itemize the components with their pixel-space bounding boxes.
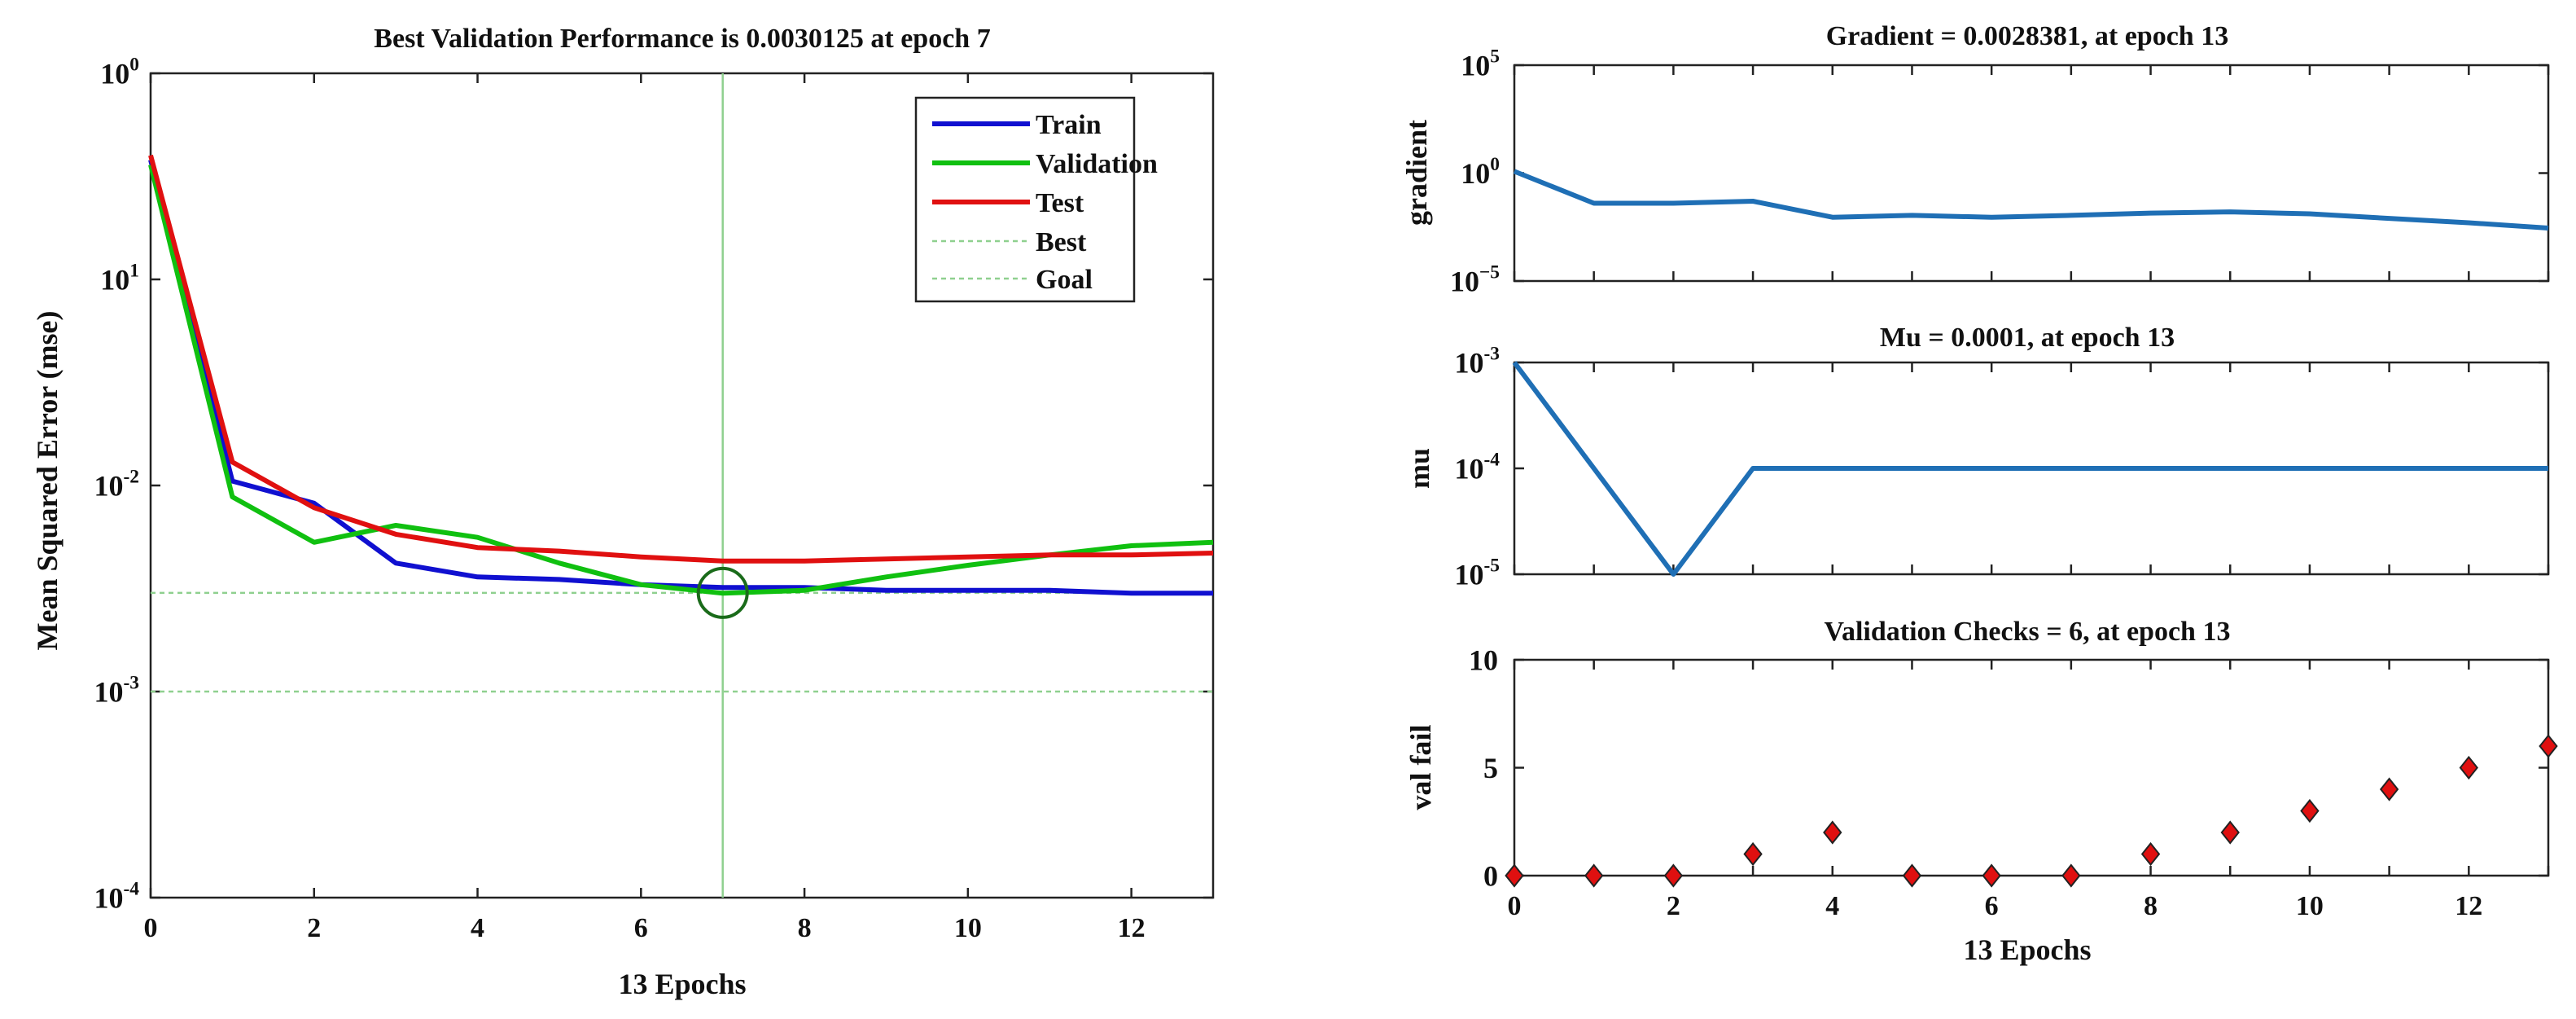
best-point-circle [696,566,749,619]
x-tick-label: 12 [1118,913,1146,943]
y-tick-label: 10−5 [1450,261,1500,297]
y-tick-label: 10-3 [94,672,140,708]
val-fail-point [2379,777,2399,802]
x-tick-label: 10 [2296,891,2324,921]
x-tick-label: 0 [144,913,158,943]
val-fail-point [2539,734,2558,758]
performance-plot: Best Validation Performance is 0.0030125… [31,24,1215,1000]
x-tick-label: 4 [1825,891,1839,921]
y-tick-label: 10-4 [94,878,140,914]
gradient-x-ticks [1513,65,2550,281]
x-tick-label: 4 [471,913,484,943]
val-fail-point [2459,755,2478,780]
legend-train-label: Train [1036,110,1102,140]
mu-title: Mu = 0.0001, at epoch 13 [1880,323,2175,353]
val-fail-point [1982,863,2001,888]
y-tick-label: 10-2 [94,466,140,502]
y-tick-label: 10-3 [1455,343,1500,379]
val-fail-point [2300,798,2320,824]
gradient-y-label: gradient [1400,120,1433,226]
performance-y-ticks: 100 101 10-2 10-3 10-4 [94,54,1213,915]
performance-title: Best Validation Performance is 0.0030125… [374,24,990,54]
mu-y-ticks: 10-3 10-4 10-5 [1455,343,2548,591]
y-tick-label: 10-4 [1455,449,1500,485]
x-tick-label: 10 [954,913,982,943]
legend-validation-label: Validation [1036,149,1158,179]
gradient-axes-frame [1513,64,2550,283]
performance-y-label: Mean Squared Error (mse) [31,311,64,651]
y-tick-label: 10-5 [1455,555,1500,591]
y-tick-label: 100 [1461,154,1500,190]
test-series-line [148,154,1214,564]
x-tick-label: 6 [634,913,648,943]
y-tick-label: 10 [1469,644,1498,677]
mu-plot: Mu = 0.0001, at epoch 13 10-3 10-4 10-5 mu [1403,323,2550,591]
val-fail-point [1584,863,1604,888]
validation-checks-x-label: 13 Epochs [1963,933,2091,966]
validation-checks-x-ticks: 0 2 4 6 8 10 12 [1508,660,2550,921]
val-fail-point [1505,863,1524,888]
gradient-title: Gradient = 0.0028381, at epoch 13 [1826,21,2228,51]
val-fail-point [1902,863,1922,888]
mu-series-line [1512,361,2548,577]
validation-checks-axes-frame [1513,658,2550,877]
y-tick-label: 101 [100,260,139,296]
mu-y-label: mu [1403,448,1435,489]
val-fail-point [1743,841,1763,867]
legend-best-label: Best [1036,227,1087,257]
y-tick-label: 5 [1483,752,1498,784]
validation-checks-y-ticks: 10 5 0 [1469,644,2548,893]
y-tick-label: 100 [100,54,139,90]
y-tick-label: 105 [1461,46,1500,81]
validation-checks-points [1505,734,2558,888]
x-tick-label: 2 [1667,891,1680,921]
val-fail-point [1823,820,1842,845]
performance-legend: Train Validation Test Best Goal [914,96,1158,303]
validation-checks-y-label: val fail [1404,725,1437,810]
val-fail-point [2140,841,2161,867]
gradient-series-line [1513,169,2549,231]
legend-goal-label: Goal [1036,265,1093,295]
val-fail-point [2061,863,2081,888]
x-tick-label: 6 [1985,891,1999,921]
performance-x-label: 13 Epochs [618,968,746,1000]
x-tick-label: 0 [1508,891,1522,921]
gradient-y-ticks: 105 100 10−5 [1450,46,2548,298]
legend-test-label: Test [1036,188,1084,218]
x-tick-label: 2 [307,913,321,943]
x-tick-label: 12 [2455,891,2482,921]
val-fail-point [1663,863,1684,888]
performance-x-ticks: 0 2 4 6 8 10 12 [144,73,1146,943]
val-fail-point [2220,820,2240,845]
gradient-plot: Gradient = 0.0028381, at epoch 13 105 100… [1400,21,2550,298]
validation-checks-plot: Validation Checks = 6, at epoch 13 10 5 0 … [1404,617,2558,966]
y-tick-label: 0 [1483,860,1498,893]
x-tick-label: 8 [798,913,812,943]
x-tick-label: 8 [2144,891,2158,921]
validation-checks-title: Validation Checks = 6, at epoch 13 [1825,617,2231,647]
